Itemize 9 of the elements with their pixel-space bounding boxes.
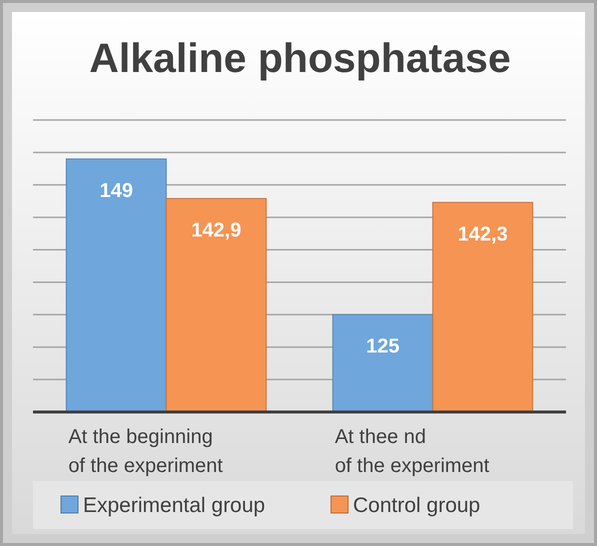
data-label: 149 [100, 180, 133, 202]
data-label: 142,3 [458, 223, 508, 246]
data-label: 125 [366, 336, 400, 358]
legend-label: Experimental group [83, 494, 266, 517]
legend-label: Control group [353, 494, 480, 517]
chart-title: Alkaline phosphatase [89, 35, 511, 81]
x-tick-label: At the beginning of the experiment [68, 426, 224, 477]
x-tick-label: At thee nd of the experiment [334, 426, 490, 477]
data-label: 142,9 [191, 220, 242, 242]
